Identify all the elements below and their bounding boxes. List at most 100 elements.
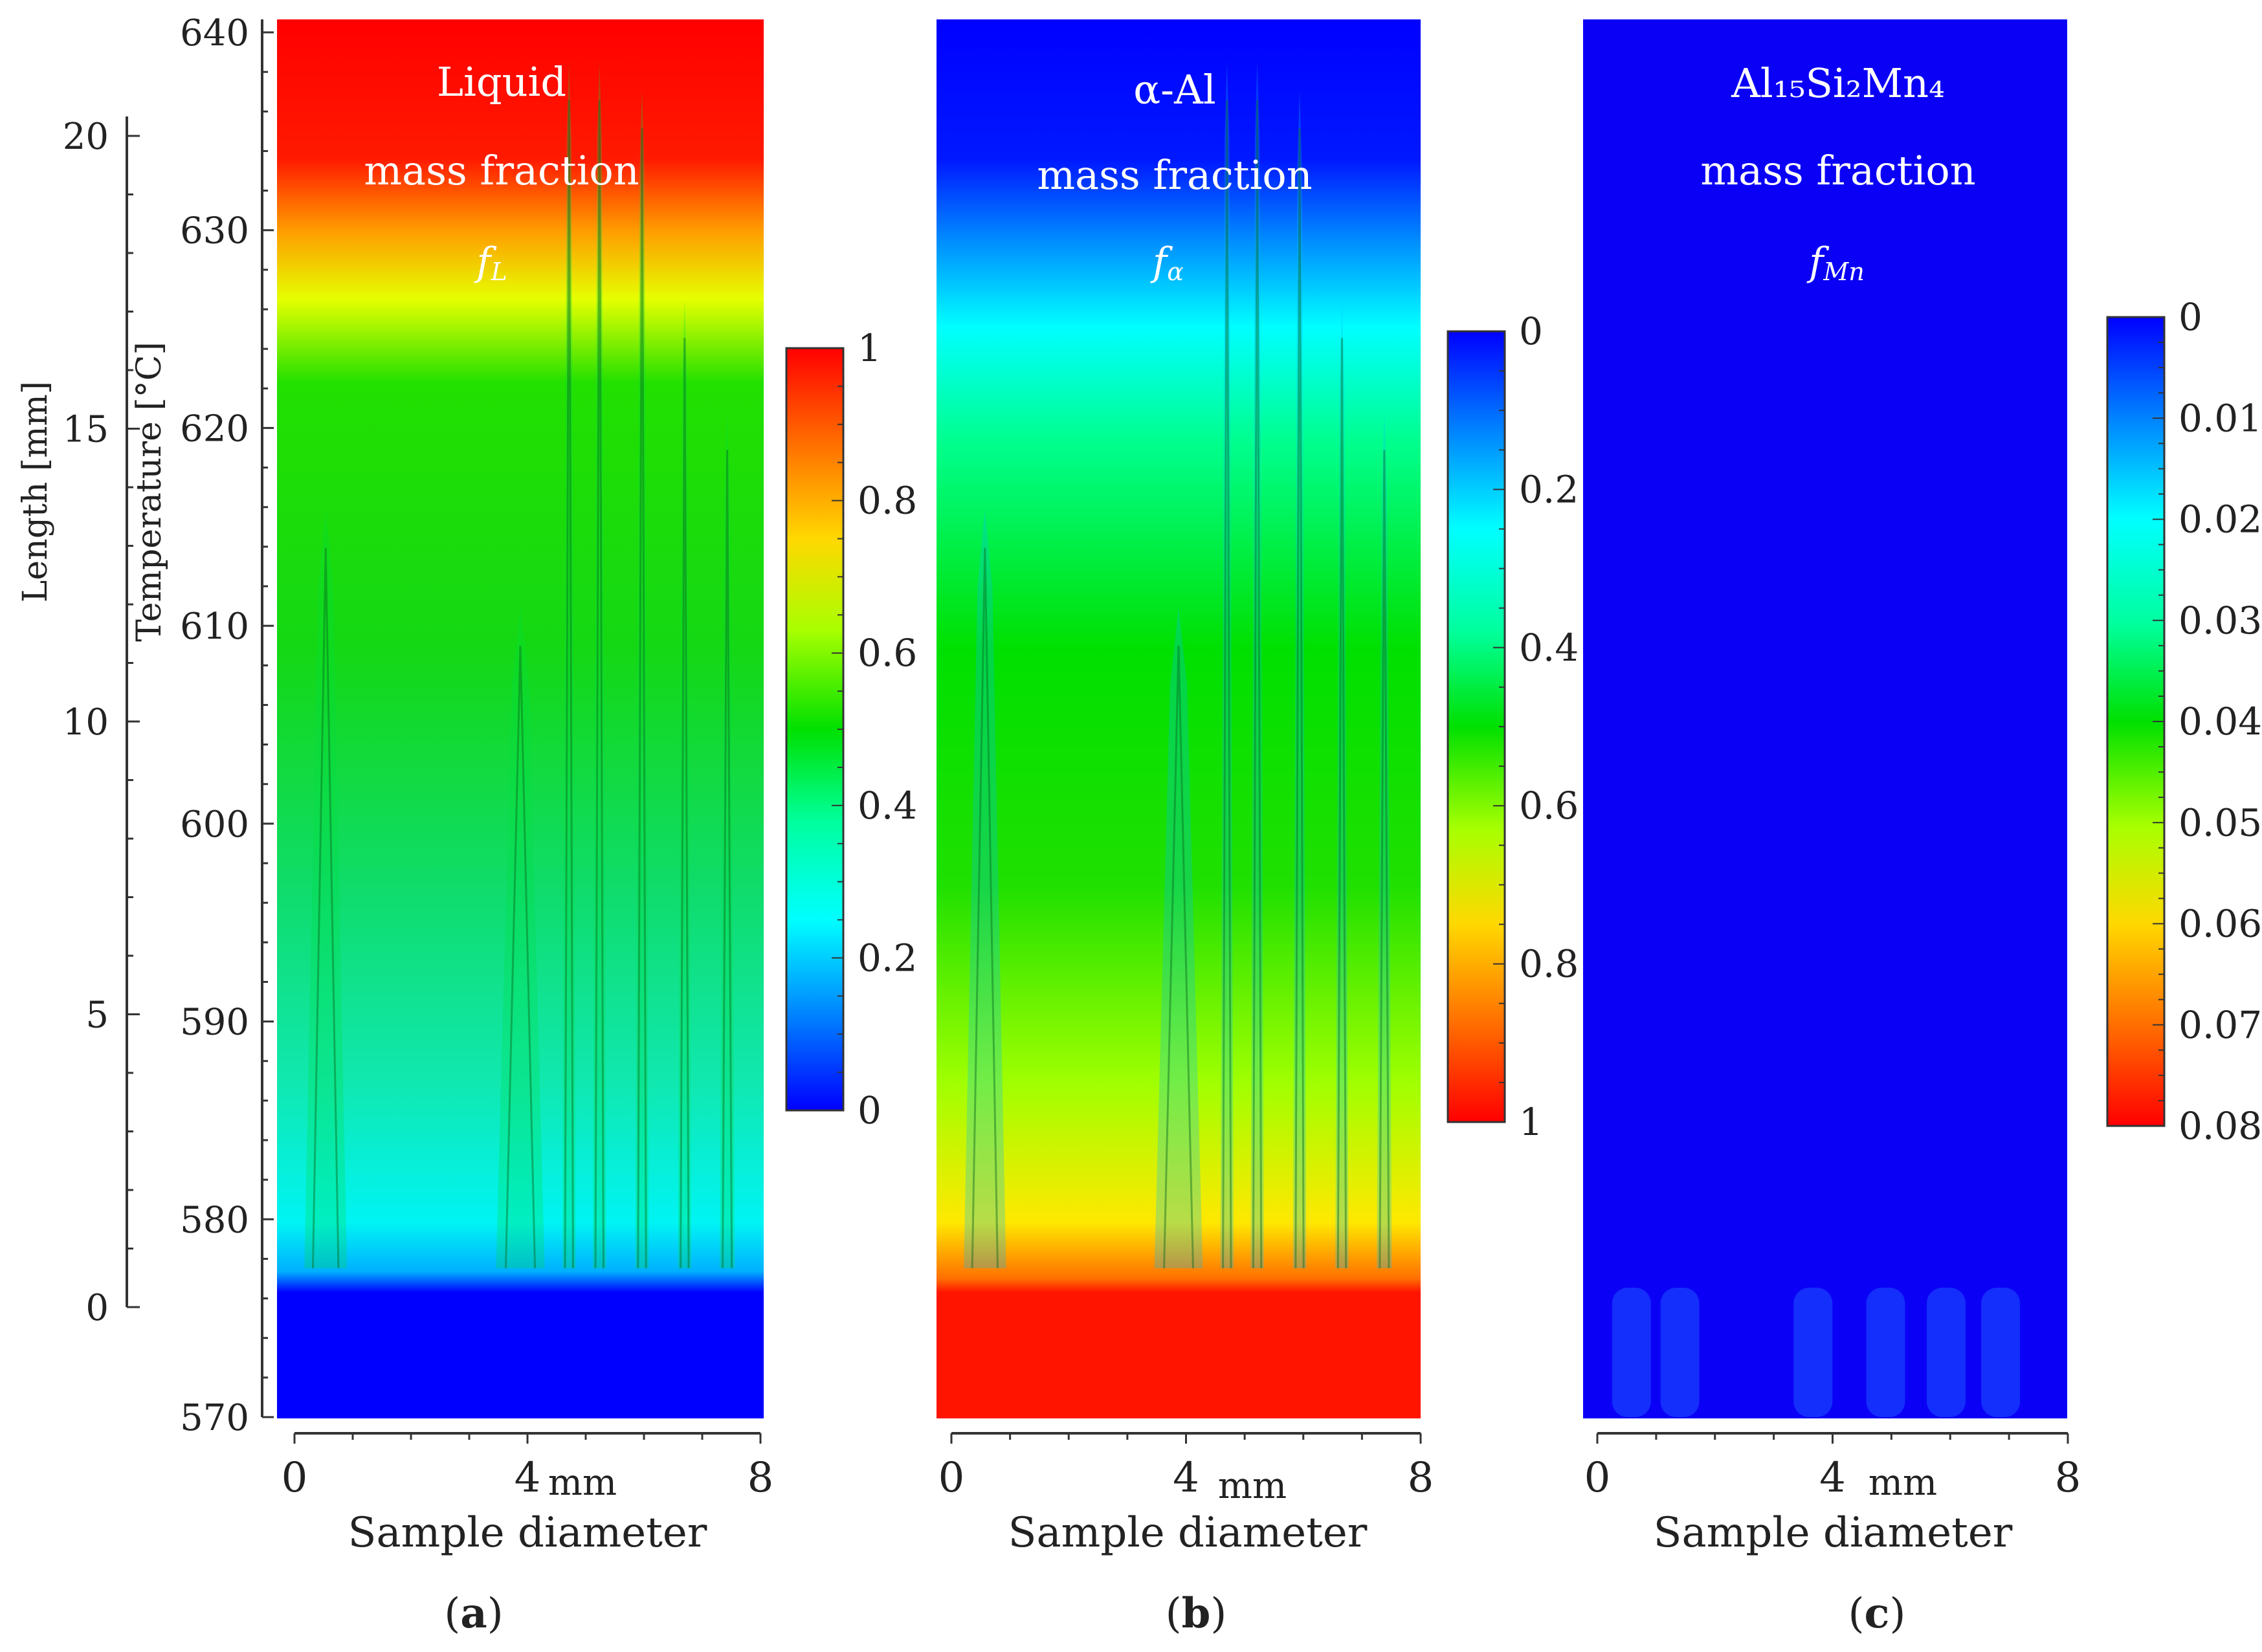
heatmap-contour xyxy=(722,450,733,1269)
colorbar-tick-label: 0.03 xyxy=(2179,599,2262,643)
heatmap-finger xyxy=(1335,299,1349,1268)
heatmap-finger xyxy=(1220,61,1234,1269)
panel-b: α-Al mass fraction fα 0 0.2 0.4 0.6 0.8 1 0 4 8… xyxy=(937,19,1579,1638)
temperature-tick-label: 570 xyxy=(180,1397,249,1439)
heatmap-contour xyxy=(1163,646,1194,1269)
x-axis-b-label: Sample diameter xyxy=(1008,1509,1368,1557)
heatmap-contour xyxy=(1294,128,1305,1269)
x-tick-label: 4 xyxy=(1819,1454,1846,1502)
x-axis-a-label: Sample diameter xyxy=(348,1509,707,1557)
colorbar-tick-label: 0.01 xyxy=(2179,396,2262,440)
x-axis-c-label: Sample diameter xyxy=(1654,1509,2013,1557)
heatmap-c-blobs xyxy=(1612,1288,2021,1417)
colorbar-tick-label: 0.4 xyxy=(1519,626,1579,670)
panel-c: Al₁₅Si₂Mn₄ mass fraction fMn 00.010.020.… xyxy=(1583,19,2262,1638)
heatmap-blob xyxy=(1981,1288,2021,1417)
x-tick-label: 4 xyxy=(1173,1454,1199,1502)
x-axis-c-ticks: 0 4 8 xyxy=(1584,1433,2081,1502)
temperature-tick-label: 590 xyxy=(180,1002,249,1044)
panel-b-title-line2: mass fraction xyxy=(1037,151,1312,199)
colorbar-c: 0 0.01 0.02 0.03 0.04 0.05 0.06 0.07 0.08 xyxy=(2106,295,2262,1148)
colorbar-tick-label: 0.6 xyxy=(858,631,917,675)
x-tick-label: 4 xyxy=(515,1454,541,1502)
temperature-tick-label: 600 xyxy=(180,804,249,846)
panel-a: Liquid mass fraction fL 10.80.60.40.20 0… xyxy=(277,19,917,1638)
colorbar-tick-label: 0.05 xyxy=(2179,800,2262,844)
panel-a-letter: (a) xyxy=(444,1589,503,1638)
length-tick-label: 10 xyxy=(63,701,109,743)
colorbar-tick-label: 0.04 xyxy=(2179,699,2262,743)
x-axis-a: 0 4 8 mm Sample diameter xyxy=(282,1432,774,1557)
colorbar-tick-label: 0.07 xyxy=(2179,1003,2262,1047)
heatmap-finger xyxy=(1154,607,1203,1268)
temperature-tick-label: 640 xyxy=(180,12,249,54)
x-unit-b: mm xyxy=(1218,1465,1287,1507)
heatmap-finger xyxy=(592,61,606,1269)
colorbar-tick-label: 0 xyxy=(2179,295,2202,339)
colorbar-tick-label: 0.8 xyxy=(1519,942,1579,986)
colorbar-b-ticks: 0 0.2 0.4 0.6 0.8 1 xyxy=(1493,309,1579,1144)
panel-c-title-line1: Al₁₅Si₂Mn₄ xyxy=(1731,60,1945,107)
colorbar-tick-label: 0.8 xyxy=(858,479,917,523)
colorbar-tick-label: 0 xyxy=(1519,309,1543,353)
heatmap-finger xyxy=(635,89,649,1269)
heatmap-b-fingers xyxy=(964,61,1392,1269)
temperature-ticks: 640 630 620 610 600 590 580 570 xyxy=(180,12,274,1439)
x-axis-c: 0 4 8 mm Sample diameter xyxy=(1584,1432,2081,1557)
heatmap-contour xyxy=(1336,338,1347,1269)
colorbar-tick-label: 0.06 xyxy=(2179,902,2262,946)
axes-left: 20 15 10 5 0 Length [mm] 640 630 620 610 600 590 5… xyxy=(16,12,274,1439)
colorbar-c-ticks: 0 0.01 0.02 0.03 0.04 0.05 0.06 0.07 0.08 xyxy=(2153,295,2262,1148)
temperature-tick-label: 620 xyxy=(180,408,249,450)
heatmap-blob xyxy=(1660,1288,1700,1417)
colorbar-b-bar xyxy=(1447,330,1506,1123)
heatmap-finger xyxy=(1250,61,1264,1269)
colorbar-tick-label: 0.2 xyxy=(858,936,917,980)
heatmap-finger xyxy=(678,299,692,1268)
heatmap-blob xyxy=(1866,1288,1905,1417)
x-unit-c: mm xyxy=(1868,1462,1937,1504)
panel-a-title-line2: mass fraction xyxy=(364,147,639,194)
colorbar-tick-label: 0 xyxy=(858,1088,882,1132)
x-axis-b-ticks: 0 4 8 xyxy=(938,1433,1434,1502)
length-tick-label: 0 xyxy=(85,1287,109,1329)
panel-c-title-line2: mass fraction xyxy=(1700,147,1975,194)
temperature-axis-title: Temperature [°C] xyxy=(130,342,169,642)
heatmap-blob xyxy=(1612,1288,1651,1417)
temperature-tick-label: 630 xyxy=(180,210,249,252)
colorbar-tick-label: 0.6 xyxy=(1519,784,1579,828)
heatmap-a-fingers xyxy=(304,61,735,1269)
colorbar-tick-label: 1 xyxy=(1519,1100,1543,1144)
heatmap-contour xyxy=(594,100,604,1269)
panel-a-title-line1: Liquid xyxy=(437,58,566,105)
heatmap-contour xyxy=(504,646,537,1269)
heatmap-b-field xyxy=(937,19,1421,1418)
x-tick-label: 0 xyxy=(282,1454,308,1502)
heatmap-c-field xyxy=(1583,19,2067,1418)
heatmap-finger xyxy=(562,61,576,1269)
length-axis-title: Length [mm] xyxy=(16,381,55,602)
x-tick-label: 0 xyxy=(938,1454,965,1502)
heatmap-b xyxy=(937,19,1421,1418)
x-tick-label: 8 xyxy=(1408,1454,1434,1502)
length-tick-label: 20 xyxy=(63,116,109,158)
panel-b-letter: (b) xyxy=(1166,1589,1227,1638)
heatmap-contour xyxy=(680,338,690,1269)
heatmap-finger xyxy=(1292,89,1307,1269)
heatmap-contour xyxy=(637,128,647,1269)
length-tick-label: 5 xyxy=(85,995,109,1037)
heatmap-finger xyxy=(964,509,1006,1269)
colorbar-tick-label: 1 xyxy=(858,326,882,370)
heatmap-a xyxy=(277,19,764,1418)
colorbar-tick-label: 0.2 xyxy=(1519,467,1579,511)
length-tick-label: 15 xyxy=(63,409,109,451)
heatmap-a-field xyxy=(277,19,764,1418)
colorbar-a-bar xyxy=(785,347,845,1112)
x-tick-label: 8 xyxy=(748,1454,774,1502)
length-ticks: 20 15 10 5 0 xyxy=(63,116,140,1329)
heatmap-contour xyxy=(971,547,999,1269)
colorbar-tick-label: 0.02 xyxy=(2179,498,2262,542)
panel-c-letter: (c) xyxy=(1848,1589,1906,1638)
x-unit-a: mm xyxy=(548,1462,617,1504)
